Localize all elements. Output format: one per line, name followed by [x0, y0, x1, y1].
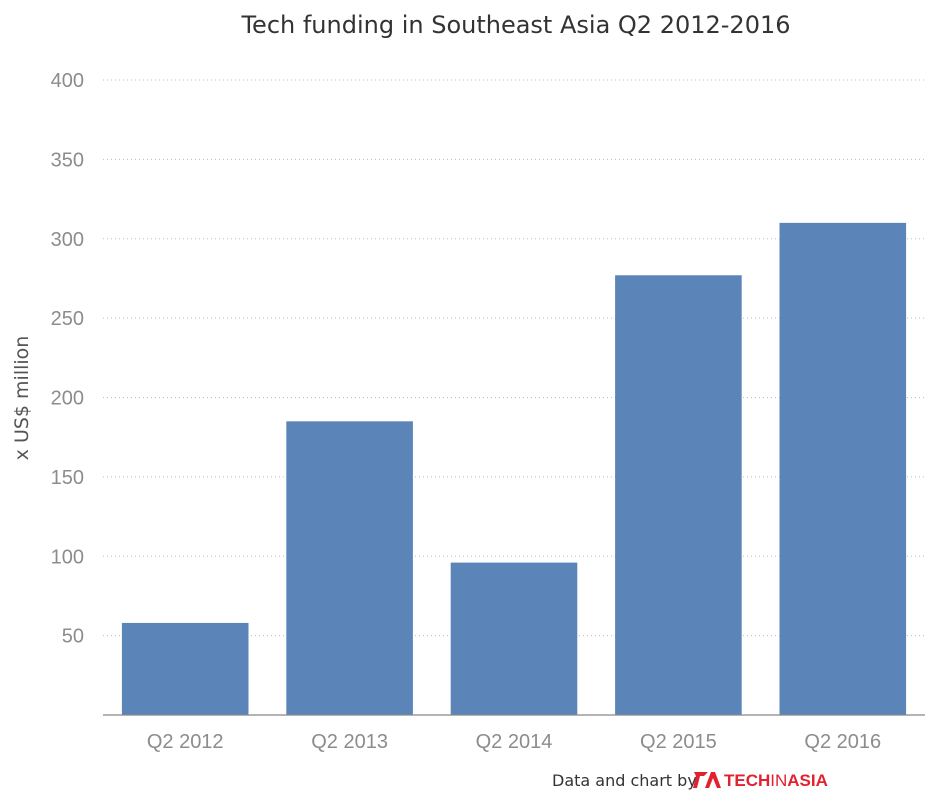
techinasia-logo-mark-icon — [693, 772, 721, 788]
bar-q2-2016 — [779, 222, 907, 715]
x-axis-ticks: Q2 2012 Q2 2013 Q2 2014 Q2 2015 Q2 2016 — [147, 731, 881, 753]
bar-q2-2014 — [450, 562, 578, 715]
y-axis-ticks: 50 100 150 200 250 300 350 400 — [51, 70, 84, 648]
x-tick-label: Q2 2016 — [804, 731, 881, 753]
brand-in: IN — [770, 771, 787, 790]
credit-text: Data and chart by — [552, 771, 697, 790]
x-tick-label: Q2 2014 — [476, 731, 553, 753]
brand-asia: ASIA — [787, 771, 828, 790]
credit-line: Data and chart by TECHINASIA — [552, 771, 828, 790]
y-tick-label: 350 — [51, 149, 84, 171]
brand-name: TECHINASIA — [724, 771, 828, 790]
x-tick-label: Q2 2013 — [311, 731, 388, 753]
x-tick-label: Q2 2015 — [640, 731, 717, 753]
y-tick-label: 150 — [51, 467, 84, 489]
y-tick-label: 200 — [51, 388, 84, 410]
y-tick-label: 50 — [62, 626, 84, 648]
brand-tech: TECH — [724, 771, 770, 790]
y-tick-label: 100 — [51, 546, 84, 568]
y-tick-label: 300 — [51, 229, 84, 251]
bar-q2-2012 — [121, 622, 249, 715]
chart-title: Tech funding in Southeast Asia Q2 2012-2… — [240, 11, 790, 39]
y-axis-label: x US$ million — [11, 336, 33, 461]
y-tick-label: 400 — [51, 70, 84, 92]
bar-q2-2013 — [286, 421, 413, 715]
y-tick-label: 250 — [51, 308, 84, 330]
bars — [121, 222, 907, 715]
bar-q2-2015 — [615, 275, 742, 715]
x-tick-label: Q2 2012 — [147, 731, 224, 753]
